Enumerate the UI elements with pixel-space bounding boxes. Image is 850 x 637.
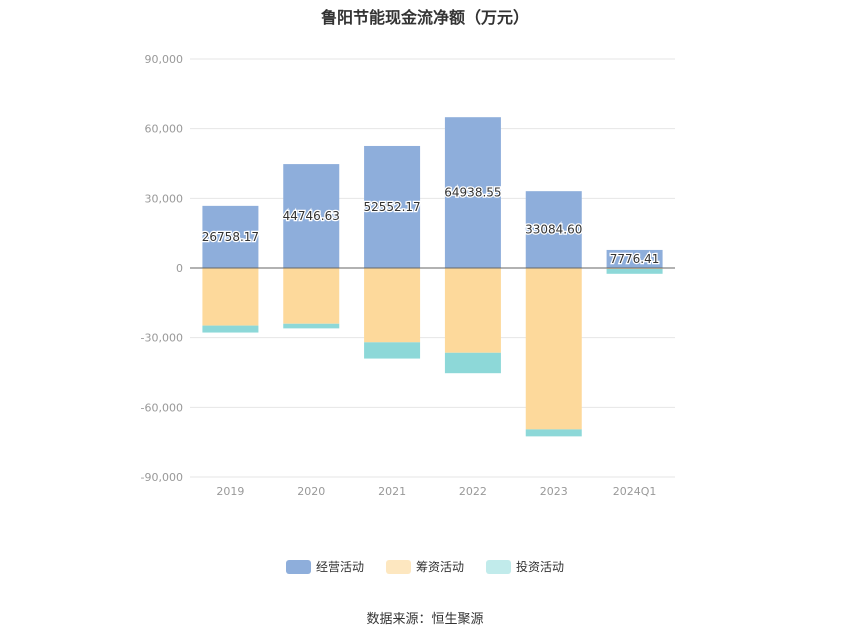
legend-swatch-investing: [486, 559, 511, 574]
chart-title: 鲁阳节能现金流净额（万元）: [320, 8, 529, 27]
y-tick-label: -60,000: [141, 401, 183, 414]
data-label: 33084.60: [525, 223, 582, 237]
x-tick-label: 2024Q1: [613, 485, 657, 498]
x-tick-label: 2019: [216, 485, 244, 498]
x-tick-label: 2022: [459, 485, 487, 498]
bar-investing: [202, 325, 259, 333]
legend-swatch-operating: [285, 559, 311, 574]
x-tick-label: 2021: [378, 485, 406, 498]
data-source: 数据来源：恒生聚源: [366, 612, 484, 627]
y-tick-label: -30,000: [141, 332, 183, 345]
x-tick-label: 2023: [540, 485, 568, 498]
bar-investing: [283, 323, 340, 329]
bar-financing: [202, 268, 259, 326]
legend-label-investing: 投资活动: [516, 560, 565, 574]
y-tick-label: 30,000: [145, 192, 184, 205]
data-label: 44746.63: [283, 209, 340, 223]
y-tick-label: 90,000: [145, 53, 184, 66]
bar-financing: [364, 268, 421, 343]
bar-operating: [444, 117, 501, 268]
bar-operating: [525, 191, 582, 268]
bar-operating: [202, 205, 259, 268]
y-tick-label: 0: [176, 262, 183, 275]
bar-investing: [606, 268, 663, 274]
legend-label-operating: 经营活动: [315, 560, 364, 574]
bar-investing: [525, 429, 582, 437]
data-label: 26758.17: [202, 230, 259, 244]
legend-item-financing[interactable]: 筹资活动: [385, 558, 464, 575]
bar-investing: [364, 342, 421, 359]
x-tick-label: 2020: [297, 485, 325, 498]
y-tick-label: -90,000: [141, 471, 183, 484]
bar-financing: [525, 268, 582, 430]
bar-financing: [444, 268, 501, 353]
legend-swatch-financing: [385, 559, 411, 574]
data-label: 52552.17: [363, 200, 420, 214]
bar-operating: [283, 164, 340, 268]
bar-financing: [283, 268, 340, 324]
legend-item-investing[interactable]: 投资活动: [486, 558, 564, 575]
y-tick-label: 60,000: [145, 123, 184, 136]
bar-investing: [444, 352, 501, 374]
legend-item-operating[interactable]: 经营活动: [285, 558, 364, 575]
bar-operating: [364, 145, 421, 268]
data-label: 64938.55: [444, 186, 501, 200]
legend-label-financing: 筹资活动: [415, 560, 464, 574]
data-label: 7776.41: [610, 252, 660, 266]
legend: 经营活动 筹资活动 投资活动: [0, 558, 850, 575]
bar-operating: [606, 249, 663, 268]
